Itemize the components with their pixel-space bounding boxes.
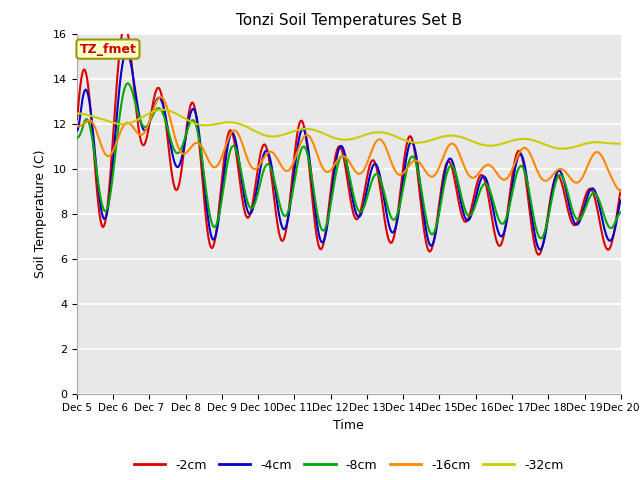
-2cm: [535, 252, 543, 258]
-4cm: [378, 185, 386, 191]
Line: -16cm: -16cm: [77, 97, 621, 191]
-16cm: [157, 94, 164, 100]
-16cm: [73, 123, 81, 129]
-16cm: [404, 164, 412, 169]
-32cm: [617, 141, 625, 146]
Line: -8cm: -8cm: [77, 84, 621, 238]
-32cm: [474, 141, 481, 146]
-8cm: [569, 209, 577, 215]
-32cm: [158, 107, 166, 113]
-4cm: [73, 128, 81, 134]
-8cm: [617, 209, 625, 215]
-32cm: [559, 146, 566, 152]
-4cm: [123, 49, 131, 55]
-16cm: [474, 172, 481, 178]
Y-axis label: Soil Temperature (C): Soil Temperature (C): [35, 149, 47, 278]
-16cm: [378, 138, 386, 144]
-16cm: [617, 188, 625, 194]
-8cm: [404, 160, 412, 166]
Legend: -2cm, -4cm, -8cm, -16cm, -32cm: -2cm, -4cm, -8cm, -16cm, -32cm: [129, 454, 568, 477]
-4cm: [404, 145, 412, 151]
-4cm: [569, 217, 577, 223]
-32cm: [569, 144, 577, 150]
-2cm: [569, 222, 577, 228]
-2cm: [121, 23, 129, 28]
-16cm: [303, 132, 311, 138]
Line: -4cm: -4cm: [77, 52, 621, 250]
-2cm: [243, 215, 251, 221]
-32cm: [404, 139, 412, 144]
-8cm: [124, 81, 132, 86]
-8cm: [538, 235, 545, 241]
-8cm: [243, 198, 251, 204]
-8cm: [73, 135, 81, 141]
-4cm: [474, 187, 481, 192]
Text: TZ_fmet: TZ_fmet: [79, 43, 136, 56]
-4cm: [303, 141, 311, 146]
-32cm: [303, 126, 311, 132]
-8cm: [474, 195, 481, 201]
-16cm: [568, 177, 576, 183]
-2cm: [474, 179, 481, 184]
-2cm: [378, 200, 386, 206]
-2cm: [73, 116, 81, 122]
-32cm: [378, 130, 386, 135]
X-axis label: Time: Time: [333, 419, 364, 432]
-8cm: [378, 182, 386, 188]
-8cm: [303, 151, 311, 156]
-32cm: [73, 110, 81, 116]
Line: -2cm: -2cm: [77, 25, 621, 255]
-4cm: [617, 197, 625, 203]
-2cm: [404, 135, 412, 141]
Line: -32cm: -32cm: [77, 110, 621, 149]
-2cm: [617, 188, 625, 193]
Title: Tonzi Soil Temperatures Set B: Tonzi Soil Temperatures Set B: [236, 13, 462, 28]
-32cm: [243, 124, 251, 130]
-4cm: [243, 207, 251, 213]
-2cm: [303, 146, 311, 152]
-16cm: [243, 155, 251, 161]
-4cm: [536, 247, 544, 252]
